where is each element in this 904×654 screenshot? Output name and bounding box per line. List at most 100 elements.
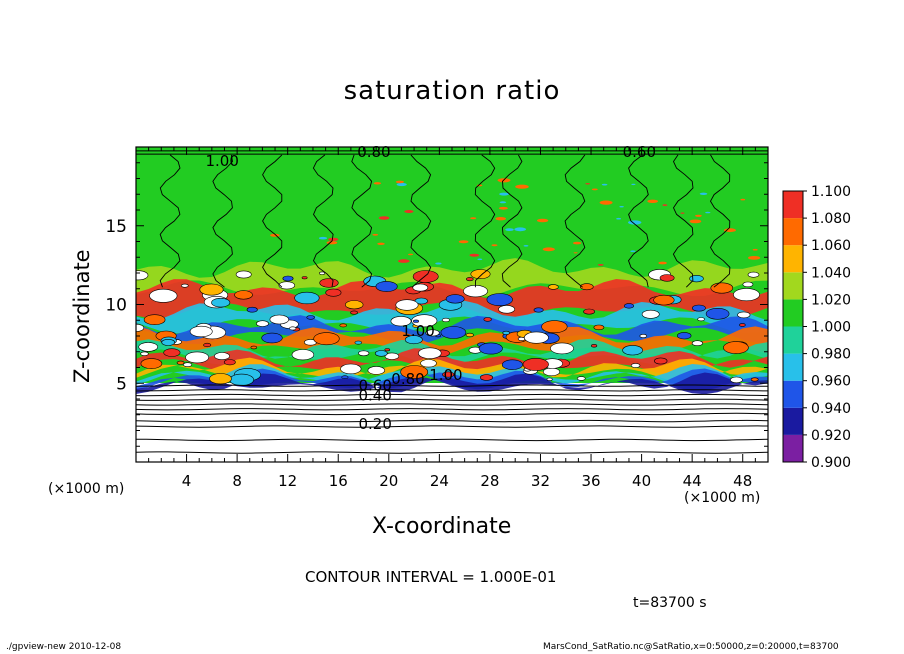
saturation-blob <box>630 363 641 368</box>
colorbar-swatch <box>783 299 803 327</box>
contour-lines <box>136 150 768 454</box>
colorbar: 0.900 0.920 0.940 0.960 0.980 1.000 1.020 1.040… <box>782 184 851 471</box>
saturation-blob <box>301 276 308 280</box>
saturation-blob <box>641 309 660 319</box>
contour-label: 0.60 <box>359 376 392 394</box>
saturation-blob <box>576 376 586 381</box>
contour-label: 0.60 <box>623 143 656 161</box>
saturation-blob <box>390 316 412 327</box>
saturation-blob <box>291 349 315 361</box>
saturation-blob <box>189 325 213 338</box>
saturation-blob <box>601 183 608 186</box>
contour-line <box>136 398 768 401</box>
saturation-band <box>136 348 768 376</box>
saturation-blob <box>486 293 513 306</box>
saturation-blob <box>742 281 754 288</box>
x-tick-label: 12 <box>278 472 297 490</box>
saturation-blob <box>138 342 158 352</box>
contour-label: 1.00 <box>206 152 239 170</box>
saturation-blob <box>465 332 474 338</box>
saturation-blob <box>659 274 675 282</box>
saturation-blob <box>350 310 358 315</box>
contour-line <box>136 425 768 428</box>
saturation-blob <box>234 290 253 300</box>
saturation-blob <box>514 227 527 232</box>
saturation-blob <box>372 233 379 236</box>
saturation-blob <box>631 183 636 186</box>
saturation-blob <box>465 277 474 282</box>
saturation-blob <box>341 375 349 380</box>
saturation-blob <box>750 377 759 382</box>
saturation-blob <box>183 362 193 368</box>
saturation-blob <box>289 326 297 331</box>
contour-label: 1.00 <box>429 366 462 384</box>
x-axis: 4 8 12 16 20 24 28 32 36 40 44 48 <box>135 147 769 490</box>
saturation-blob <box>705 307 730 320</box>
colorbar-label: 0.900 <box>811 455 851 471</box>
contour-line <box>501 154 523 288</box>
saturation-blob <box>412 270 439 283</box>
saturation-blob <box>404 210 414 213</box>
y-tick-label: 5 <box>116 374 127 394</box>
saturation-blob <box>483 317 492 322</box>
colorbar-swatch <box>783 218 803 246</box>
saturation-blob <box>229 373 255 386</box>
y-tick-label: 10 <box>105 296 127 316</box>
contour-line <box>136 408 768 411</box>
saturation-blob <box>319 278 339 288</box>
saturation-blob <box>499 192 509 196</box>
saturation-blob <box>441 317 451 323</box>
colorbar-label: 1.040 <box>811 265 851 281</box>
saturation-blobs <box>136 178 761 386</box>
saturation-blob <box>163 348 181 357</box>
saturation-blob <box>502 330 511 335</box>
saturation-blob <box>733 288 760 302</box>
saturation-blob <box>235 270 252 279</box>
saturation-blob <box>748 256 761 260</box>
saturation-blob <box>616 217 621 220</box>
x-tick-label: 20 <box>379 472 398 490</box>
saturation-blob <box>398 259 410 263</box>
saturation-blob <box>140 351 149 356</box>
x-unit-label-left: (×1000 m) <box>48 481 125 497</box>
saturation-blob <box>547 284 559 290</box>
saturation-blob <box>479 374 493 381</box>
x-tick-label: 40 <box>632 472 651 490</box>
saturation-blob <box>724 228 736 233</box>
x-tick-label: 32 <box>531 472 550 490</box>
colorbar-swatch <box>783 380 803 408</box>
saturation-blob <box>306 315 316 320</box>
contour-line <box>709 154 731 288</box>
saturation-blob <box>319 271 326 275</box>
saturation-blob <box>477 258 483 261</box>
contour-line <box>474 154 496 288</box>
saturation-blob <box>653 294 675 306</box>
saturation-blob <box>522 357 549 371</box>
colorbar-label: 0.920 <box>811 428 851 444</box>
saturation-blob <box>695 214 702 217</box>
saturation-blob <box>583 308 595 315</box>
saturation-blob <box>689 275 704 283</box>
saturation-blob <box>585 183 590 185</box>
saturation-blob <box>149 288 178 303</box>
saturation-blob <box>211 297 231 308</box>
saturation-blob <box>395 299 419 311</box>
x-tick-label: 48 <box>733 472 752 490</box>
saturation-blob <box>223 359 236 366</box>
saturation-blob <box>622 345 643 356</box>
x-tick-label: 4 <box>182 472 192 490</box>
saturation-blob <box>199 283 224 296</box>
saturation-blob <box>412 319 419 323</box>
saturation-blob <box>408 253 413 256</box>
y-axis: 5 10 15 <box>105 146 768 463</box>
saturation-blob <box>412 283 429 292</box>
saturation-blob <box>550 342 574 355</box>
saturation-blob <box>689 219 702 224</box>
contour-label: 0.20 <box>359 415 392 433</box>
saturation-blob <box>739 323 746 327</box>
saturation-blob <box>282 275 294 282</box>
saturation-blob <box>418 347 442 359</box>
x-axis-label: X-coordinate <box>372 514 512 539</box>
contour-line <box>136 393 768 397</box>
